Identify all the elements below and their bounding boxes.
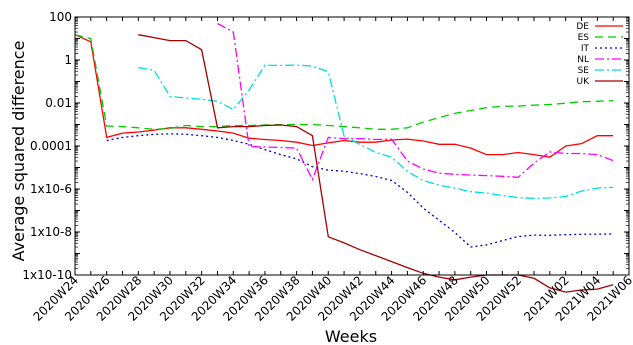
legend-label-es: ES [578, 33, 590, 43]
series-line-es [74, 34, 614, 130]
y-tick-label: 0.0001 [30, 139, 72, 153]
y-tick-label: 0.01 [45, 96, 72, 110]
legend-label-it: IT [581, 44, 590, 54]
y-axis-title: Average squared difference [9, 41, 28, 262]
legend-label-se: SE [578, 66, 590, 76]
legend-label-nl: NL [577, 55, 589, 65]
y-tick-label: 1x10-8 [30, 225, 72, 239]
y-tick-label: 100 [49, 10, 72, 24]
series-line-se [138, 64, 614, 199]
series-line-it [106, 133, 614, 248]
series-layer [74, 22, 614, 293]
x-axis-title: Weeks [325, 327, 377, 345]
series-line-nl [217, 22, 614, 182]
series-line-uk [138, 34, 614, 293]
y-tick-label: 1x10-10 [22, 268, 72, 282]
legend-label-de: DE [576, 22, 589, 32]
y-axis: 100 1 0.01 0.0001 1x10-6 1x10-8 1x10-10 [22, 10, 629, 282]
y-tick-label: 1x10-6 [30, 182, 72, 196]
plot-frame [74, 16, 630, 276]
y-tick-label: 1 [64, 53, 72, 67]
legend-label-uk: UK [577, 77, 591, 87]
